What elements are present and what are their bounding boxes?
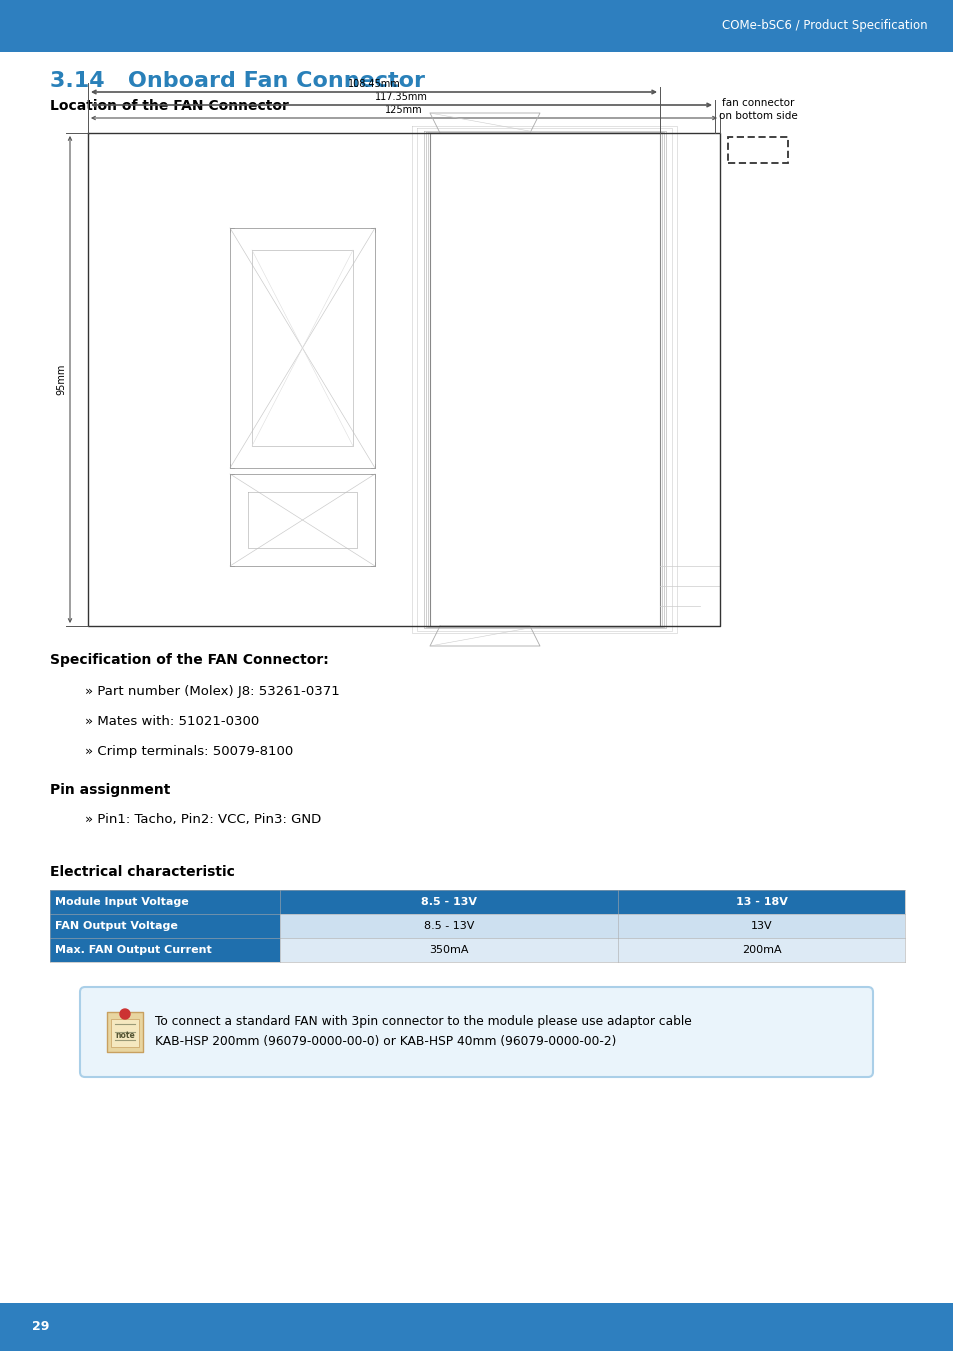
Text: 8.5 - 13V: 8.5 - 13V — [420, 897, 476, 907]
Bar — [50, 915, 904, 938]
Text: » Pin1: Tacho, Pin2: VCC, Pin3: GND: » Pin1: Tacho, Pin2: VCC, Pin3: GND — [85, 813, 321, 825]
Text: » Part number (Molex) J8: 53261-0371: » Part number (Molex) J8: 53261-0371 — [85, 685, 339, 698]
Text: 200mA: 200mA — [740, 944, 781, 955]
Bar — [50, 915, 280, 938]
Bar — [50, 938, 280, 962]
Text: 108.45mm: 108.45mm — [347, 78, 400, 89]
Bar — [107, 1012, 143, 1052]
Text: Electrical characteristic: Electrical characteristic — [50, 865, 234, 880]
Text: » Crimp terminals: 50079-8100: » Crimp terminals: 50079-8100 — [85, 744, 293, 758]
Text: FAN Output Voltage: FAN Output Voltage — [55, 921, 177, 931]
Text: 95mm: 95mm — [56, 363, 66, 396]
Text: note: note — [115, 1032, 134, 1040]
Text: 29: 29 — [32, 1320, 50, 1333]
Text: Pin assignment: Pin assignment — [50, 784, 171, 797]
FancyBboxPatch shape — [80, 988, 872, 1077]
Bar — [111, 1019, 139, 1047]
Text: 125mm: 125mm — [385, 105, 422, 115]
Text: To connect a standard FAN with 3pin connector to the module please use adaptor c: To connect a standard FAN with 3pin conn… — [154, 1016, 691, 1048]
Text: 3.14   Onboard Fan Connector: 3.14 Onboard Fan Connector — [50, 72, 424, 91]
Text: » Mates with: 51021-0300: » Mates with: 51021-0300 — [85, 715, 259, 728]
Text: Max. FAN Output Current: Max. FAN Output Current — [55, 944, 212, 955]
Text: 13 - 18V: 13 - 18V — [735, 897, 786, 907]
Text: 350mA: 350mA — [429, 944, 468, 955]
Bar — [0, 1302, 953, 1351]
Text: 117.35mm: 117.35mm — [375, 92, 428, 101]
Bar — [50, 890, 904, 915]
Text: Specification of the FAN Connector:: Specification of the FAN Connector: — [50, 653, 329, 667]
Circle shape — [120, 1009, 130, 1019]
Text: Location of the FAN Connector: Location of the FAN Connector — [50, 99, 289, 113]
Bar — [0, 0, 953, 51]
Text: Module Input Voltage: Module Input Voltage — [55, 897, 189, 907]
Text: COMe-bSC6 / Product Specification: COMe-bSC6 / Product Specification — [721, 19, 927, 32]
Bar — [50, 938, 904, 962]
Text: 13V: 13V — [750, 921, 772, 931]
Text: 8.5 - 13V: 8.5 - 13V — [423, 921, 474, 931]
Bar — [727, 136, 787, 163]
Text: fan connector
on bottom side: fan connector on bottom side — [718, 97, 797, 122]
